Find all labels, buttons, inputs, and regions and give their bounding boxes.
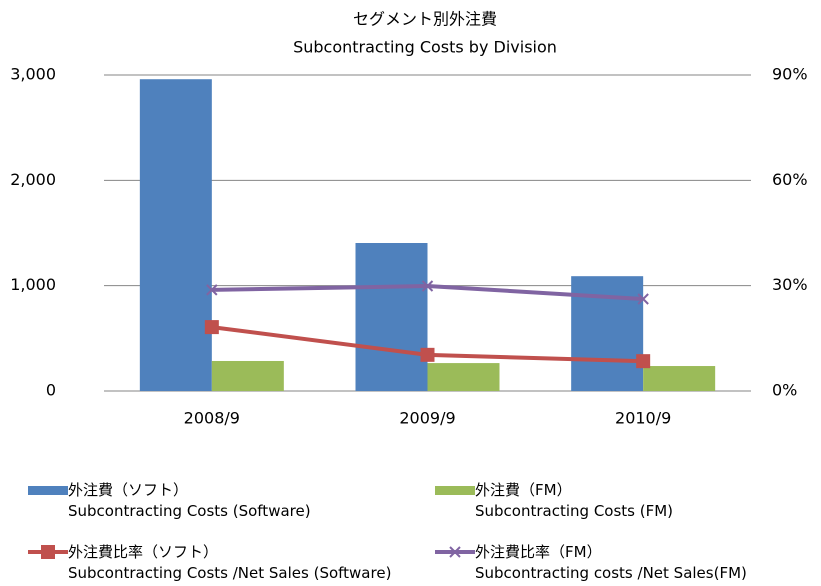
x-tick-label: 2009/9: [399, 409, 455, 428]
y2-tick-label: 90%: [772, 65, 808, 84]
marker: [41, 545, 55, 559]
y-tick-label: 3,000: [10, 65, 56, 84]
y-tick-label: 2,000: [10, 170, 56, 189]
legend-label: 外注費比率（ソフト） Subcontracting Costs /Net Sal…: [68, 543, 392, 582]
y-tick-label: 1,000: [10, 275, 56, 294]
bar: [427, 363, 500, 391]
marker: [206, 284, 218, 296]
x-tick-label: 2010/9: [615, 409, 671, 428]
marker: [420, 347, 435, 362]
legend-swatch: [435, 486, 475, 495]
marker: [204, 320, 219, 335]
marker: [421, 280, 434, 292]
y2-tick-label: 60%: [772, 170, 808, 189]
bar: [211, 360, 284, 391]
y2-tick-label: 30%: [772, 275, 808, 294]
y2-tick-label: 0%: [772, 381, 797, 400]
legend-label: 外注費比率（FM） Subcontracting costs /Net Sale…: [475, 543, 747, 582]
marker: [449, 546, 461, 558]
bar: [139, 79, 212, 392]
chart-subtitle: Subcontracting Costs by Division: [293, 38, 557, 57]
y-tick-label: 0: [46, 381, 56, 400]
legend-label: 外注費（ソフト） Subcontracting Costs (Software): [68, 481, 311, 520]
legend-label: 外注費（FM） Subcontracting Costs (FM): [475, 481, 674, 520]
chart-title: セグメント別外注費: [353, 10, 497, 29]
marker: [637, 293, 649, 305]
bar: [355, 243, 428, 391]
legend-swatch: [28, 486, 68, 495]
bar: [643, 366, 716, 391]
marker: [636, 354, 651, 369]
x-tick-label: 2008/9: [184, 409, 240, 428]
